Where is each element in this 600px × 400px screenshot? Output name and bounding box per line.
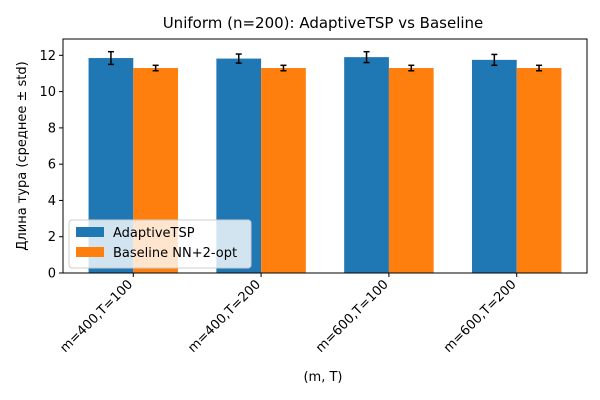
chart-title: Uniform (n=200): AdaptiveTSP vs Baseline	[163, 14, 484, 32]
legend-label: AdaptiveTSP	[113, 226, 195, 241]
y-tick-label: 8	[48, 121, 56, 136]
y-tick-label: 12	[39, 49, 56, 64]
bar-1-3	[344, 57, 389, 273]
x-tick-label: m=400,T=100	[58, 277, 137, 356]
bar-2-4	[516, 68, 562, 274]
legend-label: Baseline NN+2-opt	[113, 246, 237, 261]
x-tick-label: m=400,T=200	[185, 277, 264, 356]
legend-box	[68, 219, 252, 269]
y-tick-label: 10	[39, 85, 56, 100]
y-tick-label: 0	[48, 267, 56, 282]
y-axis-label: Длина тура (среднее ± std)	[15, 61, 30, 250]
y-tick-label: 4	[48, 194, 56, 209]
x-tick-label: m=600,T=200	[441, 277, 520, 356]
legend-swatch	[76, 227, 104, 237]
bar-1-4	[471, 59, 517, 273]
legend: AdaptiveTSP Baseline NN+2-opt	[68, 219, 252, 269]
bar-2-2	[261, 68, 306, 274]
y-tick-label: 6	[48, 158, 56, 173]
error-bars-layer	[107, 50, 543, 72]
plot-frame	[62, 38, 588, 274]
y-tick-label: 2	[48, 230, 56, 245]
bar-2-3	[388, 68, 434, 274]
x-axis-label: (m, T)	[303, 370, 342, 385]
x-tick-label: m=600,T=100	[313, 277, 392, 356]
legend-swatch	[76, 247, 104, 257]
